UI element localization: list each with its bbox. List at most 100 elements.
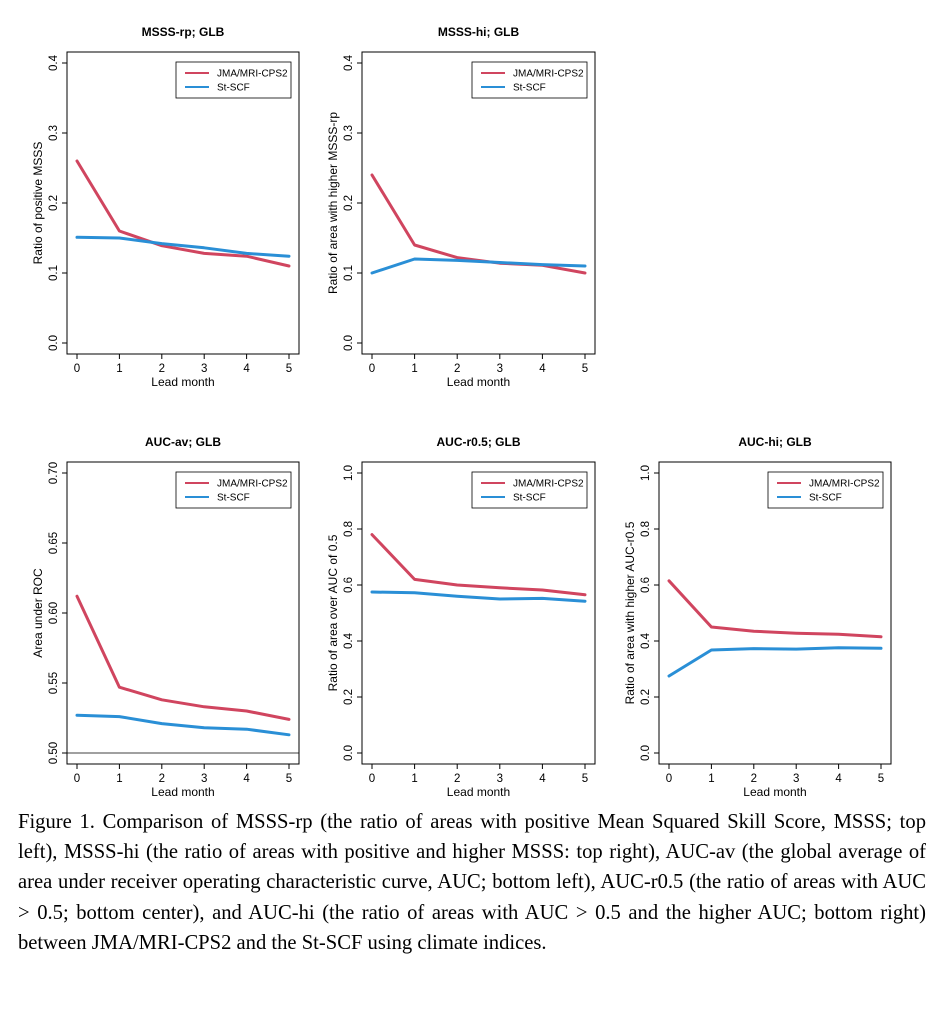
legend: JMA/MRI-CPS2 St-SCF (471, 61, 588, 99)
y-tick-label: 0.0 (48, 335, 60, 351)
x-tick-label: 1 (708, 773, 714, 785)
series-line-jma-mri-cps2 (667, 579, 883, 639)
y-tick-label: 0.1 (48, 265, 60, 281)
x-axis-label: Lead month (151, 375, 214, 389)
y-tick-label: 0.3 (48, 125, 60, 141)
x-axis-label: Lead month (151, 785, 214, 799)
legend-box (471, 471, 588, 509)
x-tick-label: 2 (159, 363, 165, 375)
y-tick-label: 0.2 (343, 195, 355, 211)
y-tick-label: 0.2 (343, 689, 355, 705)
legend-entry: St-SCF (217, 83, 250, 94)
x-tick-label: 3 (497, 773, 503, 785)
legend: JMA/MRI-CPS2 St-SCF (175, 61, 292, 99)
x-tick-label: 4 (539, 773, 546, 785)
chart-title: AUC-r0.5; GLB (436, 435, 520, 449)
legend-box (767, 471, 884, 509)
x-tick-label: 4 (243, 363, 250, 375)
y-tick-label: 0.8 (640, 521, 652, 537)
x-tick-label: 5 (582, 773, 588, 785)
series-line-st-scf (370, 257, 587, 275)
series-line-jma-mri-cps2 (75, 159, 291, 268)
legend-entry: JMA/MRI-CPS2 (217, 479, 288, 490)
series-line-jma-mri-cps2 (75, 594, 291, 721)
x-tick-label: 3 (201, 363, 207, 375)
y-tick-label: 0.6 (343, 577, 355, 593)
x-axis-label: Lead month (447, 375, 510, 389)
y-tick-label: 0.50 (48, 742, 60, 764)
series-line-st-scf (75, 713, 291, 737)
y-tick-label: 0.2 (640, 689, 652, 705)
y-tick-label: 0.8 (343, 521, 355, 537)
x-tick-label: 0 (369, 773, 375, 785)
x-tick-label: 5 (286, 363, 292, 375)
series-line-jma-mri-cps2 (370, 173, 587, 275)
x-tick-label: 1 (116, 363, 122, 375)
x-tick-label: 4 (835, 773, 842, 785)
x-tick-label: 0 (666, 773, 672, 785)
x-tick-label: 2 (159, 773, 165, 785)
x-tick-label: 3 (793, 773, 799, 785)
x-tick-label: 5 (286, 773, 292, 785)
x-tick-label: 1 (116, 773, 122, 785)
plot-frame (361, 461, 596, 765)
chart-panel-3: AUC-av; GLB 0 1 2 3 4 5 Lead month 0.50 0.55 0.60 0… (31, 435, 300, 799)
x-axis-label: Lead month (743, 785, 806, 799)
legend-box (175, 471, 292, 509)
chart-panel-1: MSSS-rp; GLB 0 1 2 3 4 5 Lead month 0.0 0.1 0.2 0.3… (31, 25, 300, 389)
legend: JMA/MRI-CPS2 St-SCF (471, 471, 588, 509)
y-tick-label: 0.0 (343, 335, 355, 351)
legend-entry: St-SCF (513, 83, 546, 94)
chart-title: AUC-hi; GLB (738, 435, 812, 449)
y-tick-label: 0.4 (343, 632, 355, 649)
legend-entry: St-SCF (513, 493, 546, 504)
y-axis-label: Ratio of area with higher MSSS-rp (326, 112, 340, 294)
series-line-st-scf (370, 590, 587, 603)
y-axis-label: Ratio of positive MSSS (31, 142, 45, 265)
y-tick-label: 0.4 (48, 54, 60, 71)
legend: JMA/MRI-CPS2 St-SCF (175, 471, 292, 509)
x-tick-label: 2 (454, 773, 460, 785)
x-tick-label: 3 (497, 363, 503, 375)
legend-entry: JMA/MRI-CPS2 (513, 69, 584, 80)
y-tick-label: 0.70 (48, 462, 60, 484)
chart-panel-2: MSSS-hi; GLB 0 1 2 3 4 5 Lead month 0.0 0.1 0.2 0.3… (326, 25, 596, 389)
chart-title: AUC-av; GLB (145, 435, 221, 449)
y-tick-label: 0.55 (48, 672, 60, 694)
legend-box (471, 61, 588, 99)
x-tick-label: 2 (454, 363, 460, 375)
y-tick-label: 0.2 (48, 195, 60, 211)
y-axis-label: Ratio of area with higher AUC-r0.5 (623, 521, 637, 704)
y-tick-label: 1.0 (343, 465, 355, 481)
y-axis-label: Area under ROC (31, 568, 45, 658)
figure-caption: Figure 1. Comparison of MSSS-rp (the rat… (18, 811, 926, 954)
x-tick-label: 5 (582, 363, 588, 375)
y-tick-label: 0.6 (640, 577, 652, 593)
y-tick-label: 0.0 (343, 745, 355, 761)
legend-entry: JMA/MRI-CPS2 (217, 69, 288, 80)
x-tick-label: 1 (411, 363, 417, 375)
y-tick-label: 0.65 (48, 532, 60, 554)
series-line-st-scf (75, 235, 291, 258)
plot-frame (658, 461, 892, 765)
figure-panels: MSSS-rp; GLB 0 1 2 3 4 5 Lead month 0.0 0.1 0.2 0.3… (31, 25, 892, 799)
x-tick-label: 4 (539, 363, 546, 375)
x-axis-label: Lead month (447, 785, 510, 799)
x-tick-label: 2 (751, 773, 757, 785)
x-tick-label: 5 (878, 773, 884, 785)
x-tick-label: 0 (74, 773, 80, 785)
y-tick-label: 0.0 (640, 745, 652, 761)
x-tick-label: 1 (411, 773, 417, 785)
legend-entry: St-SCF (217, 493, 250, 504)
chart-title: MSSS-rp; GLB (142, 25, 225, 39)
y-tick-label: 0.4 (343, 54, 355, 71)
y-tick-label: 0.60 (48, 602, 60, 624)
x-tick-label: 3 (201, 773, 207, 785)
legend-entry: JMA/MRI-CPS2 (513, 479, 584, 490)
x-tick-label: 0 (369, 363, 375, 375)
legend: JMA/MRI-CPS2 St-SCF (767, 471, 884, 509)
series-line-jma-mri-cps2 (370, 533, 587, 597)
legend-box (175, 61, 292, 99)
y-axis-label: Ratio of area over AUC of 0.5 (326, 534, 340, 691)
y-tick-label: 0.1 (343, 265, 355, 281)
